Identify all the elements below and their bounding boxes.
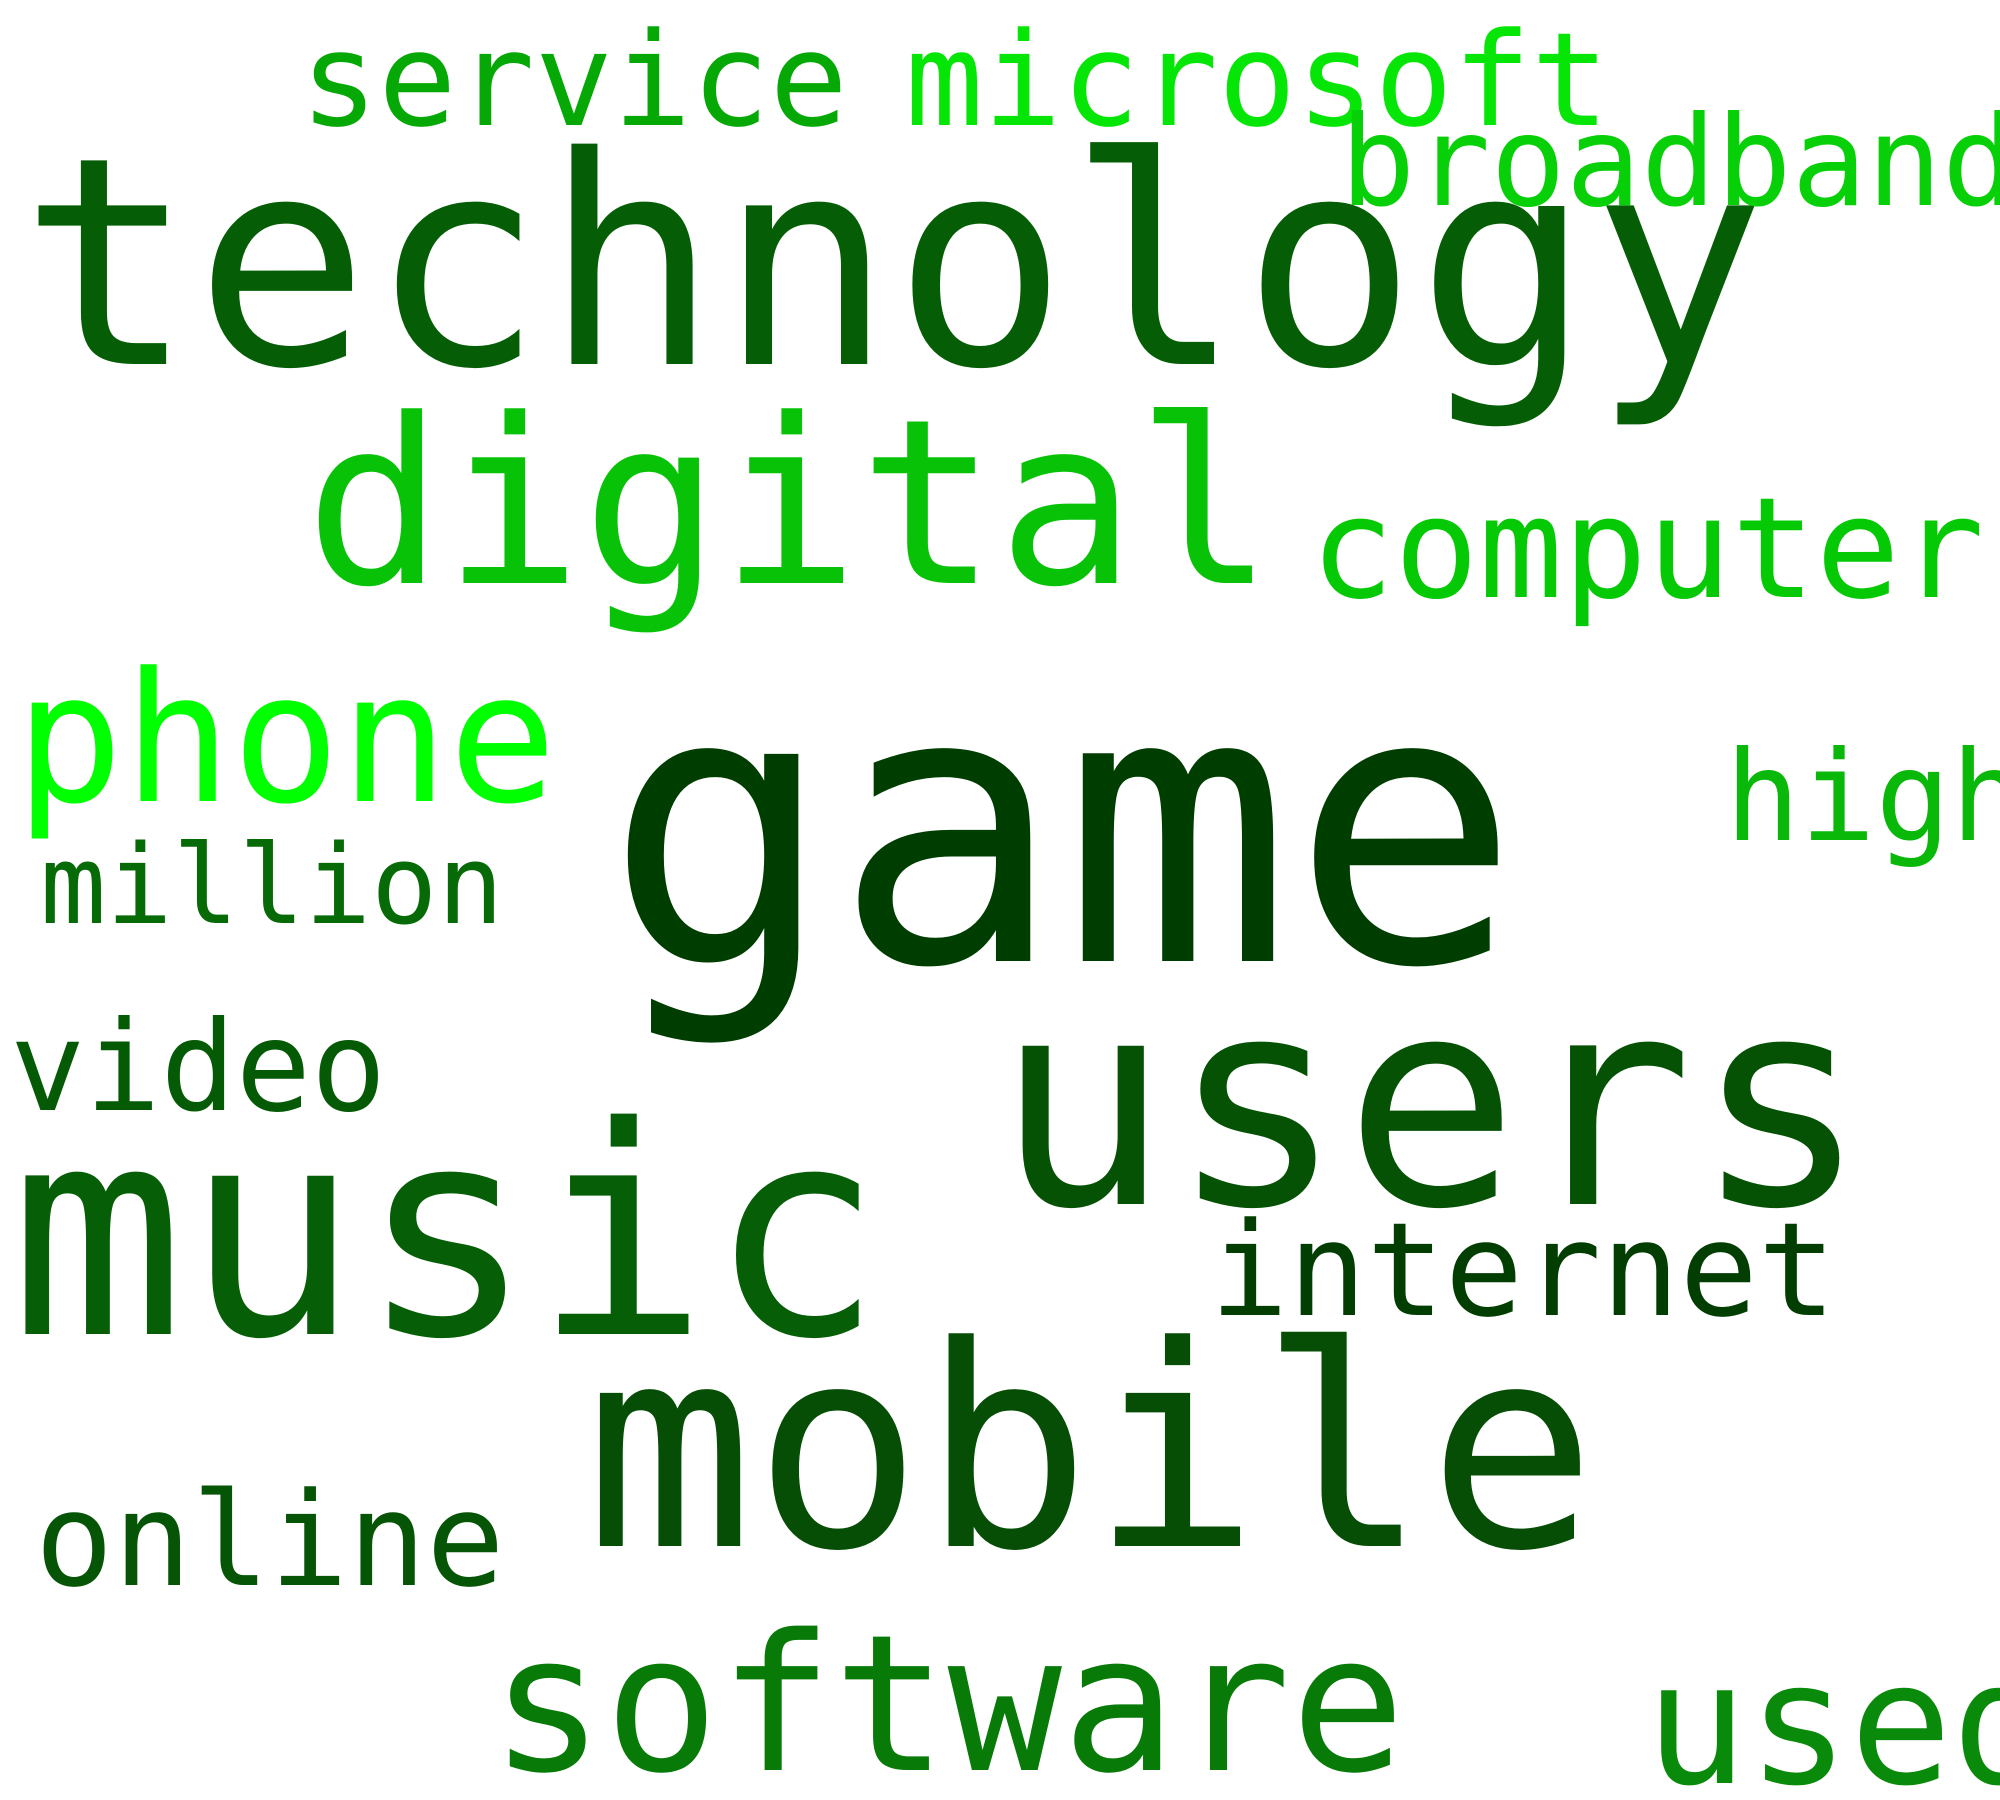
word-microsoft: microsoft	[905, 4, 1610, 156]
word-used: used	[1645, 1626, 2000, 1800]
word-technology: technology	[20, 96, 1766, 433]
word-broadband: broadband	[1340, 90, 2000, 235]
word-video: video	[10, 995, 387, 1140]
word-users: users	[995, 936, 1868, 1273]
word-high: high	[1725, 725, 2000, 870]
word-million: million	[40, 821, 504, 949]
word-computer: computer	[1310, 468, 1985, 631]
word-music: music	[10, 1066, 883, 1403]
word-online: online	[35, 1464, 505, 1616]
word-game: game	[605, 608, 1521, 1051]
word-service: service	[300, 4, 848, 156]
word-mobile: mobile	[585, 1287, 1597, 1613]
word-software: software	[490, 1594, 1406, 1800]
word-digital: digital	[305, 371, 1275, 638]
word-phone: phone	[15, 635, 557, 844]
word-internet: internet	[1210, 1194, 1837, 1346]
